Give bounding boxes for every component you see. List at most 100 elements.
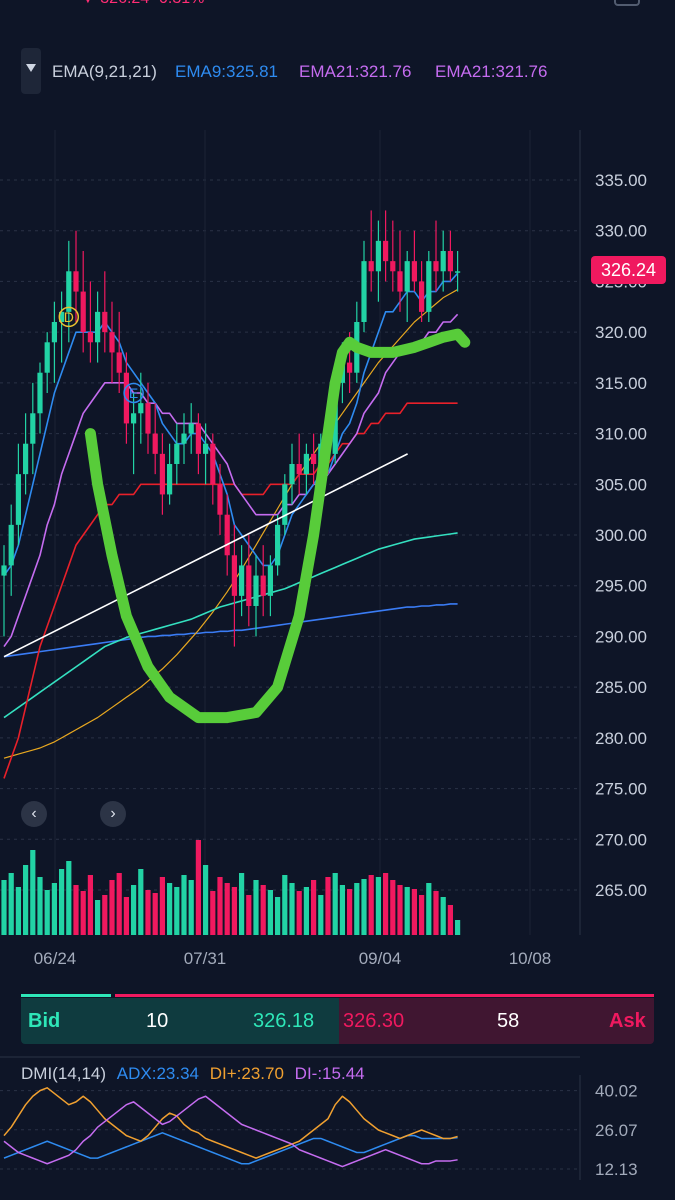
ema-legend: EMA(9,21,21) EMA9:325.81 EMA21:321.76 EM… [0, 48, 675, 94]
candle-body [260, 575, 266, 596]
expand-icon[interactable] [614, 0, 640, 6]
scroll-left-button[interactable]: ‹ [21, 801, 47, 827]
candle-body [109, 332, 115, 353]
candle-body [239, 565, 245, 596]
candle-body [231, 555, 237, 596]
candle-body [390, 261, 396, 272]
candle-body [116, 352, 122, 373]
volume-bar [275, 897, 281, 935]
volume-bar [224, 883, 230, 935]
trend-line [3, 453, 408, 658]
volume-bar [411, 889, 417, 935]
candle-body [159, 453, 165, 495]
volume-bar [332, 873, 338, 935]
date-tick-label: 09/04 [359, 949, 402, 968]
candle-body [37, 372, 43, 414]
candle-body [347, 362, 353, 373]
volume-bar [253, 880, 259, 935]
volume-bar [433, 891, 439, 935]
volume-bar [311, 880, 317, 935]
candle-body [303, 453, 309, 475]
price-tick-label: 290.00 [595, 627, 647, 646]
volume-bar [440, 897, 446, 935]
candle-body [383, 240, 389, 262]
dmi-name: DMI(14,14) [21, 1064, 107, 1083]
dmi-tick-label: 12.13 [595, 1160, 638, 1179]
candle-body [1, 565, 7, 576]
candle-body [375, 240, 381, 272]
bid-box[interactable]: Bid 10 326.18 [21, 998, 339, 1044]
volume-bar [116, 873, 122, 935]
event-marker-label: D [64, 309, 74, 325]
volume-bar [404, 887, 410, 935]
candle-body [181, 433, 187, 444]
candle-body [224, 514, 230, 556]
date-tick-label: 06/24 [34, 949, 77, 968]
price-tick-label: 330.00 [595, 222, 647, 241]
candle-body [361, 261, 367, 322]
cup-handle-marker [84, 328, 471, 724]
price-tick-label: 270.00 [595, 830, 647, 849]
volume-bar [145, 890, 151, 935]
candle-body [15, 474, 21, 525]
volume-bar [37, 877, 43, 935]
volume-bar [123, 897, 129, 935]
volume-bar [102, 895, 108, 935]
dmi-di-plus-line [3, 1087, 458, 1159]
ema-toggle-button[interactable] [21, 48, 41, 94]
ema21-value-b: EMA21:321.76 [435, 62, 548, 81]
volume-bar [383, 873, 389, 935]
date-tick-label: 10/08 [509, 949, 552, 968]
price-tick-label: 280.00 [595, 729, 647, 748]
volume-bar [59, 869, 65, 935]
bid-price: 326.18 [253, 1010, 315, 1032]
event-marker-circle [123, 382, 144, 404]
dmi-di-minus: DI-:15.44 [294, 1064, 365, 1083]
volume-bar [73, 885, 79, 935]
volume-bar [397, 885, 403, 935]
candle-body [311, 453, 317, 464]
candle-body [368, 261, 374, 272]
dmi-adx: ADX:23.34 [116, 1064, 199, 1083]
volume-bar [282, 875, 288, 935]
volume-bar [419, 895, 425, 935]
price-tick-label: 295.00 [595, 577, 647, 596]
volume-bar [210, 891, 216, 935]
dmi-legend: DMI(14,14) ADX:23.34 DI+:23.70 DI-:15.44 [21, 1064, 365, 1084]
volume-bar [80, 891, 86, 935]
scroll-right-button[interactable]: › [100, 801, 126, 827]
candle-body [66, 271, 72, 312]
candle-body [51, 322, 57, 343]
volume-bar [159, 877, 165, 935]
chevron-left-icon: ‹ [31, 805, 37, 822]
volume-bar [246, 895, 252, 935]
volume-bar [109, 880, 115, 935]
candle-body [433, 261, 439, 272]
candle-body [210, 443, 216, 485]
candle-body [275, 524, 281, 566]
candle-body [282, 484, 288, 525]
candle-body [289, 464, 295, 485]
candle-body [30, 413, 36, 444]
candle-body [419, 281, 425, 312]
price-tick-label: 275.00 [595, 780, 647, 799]
candle-body [23, 443, 29, 475]
volume-bar [339, 885, 345, 935]
volume-bar [318, 895, 324, 935]
volume-bar [426, 883, 432, 935]
candle-body [426, 261, 432, 312]
volume-bar [15, 887, 21, 935]
candle-body [246, 565, 252, 606]
candle-body [455, 271, 461, 273]
candle-body [152, 433, 158, 454]
price-tick-label: 310.00 [595, 425, 647, 444]
ask-box[interactable]: 326.30 58 Ask [339, 998, 654, 1044]
volume-bar [174, 887, 180, 935]
dmi-tick-label: 26.07 [595, 1121, 638, 1140]
volume-bar [375, 877, 381, 935]
volume-bar [152, 893, 158, 935]
chevron-down-icon [26, 64, 36, 72]
volume-bar [44, 890, 50, 935]
ask-size: 58 [497, 1010, 520, 1032]
